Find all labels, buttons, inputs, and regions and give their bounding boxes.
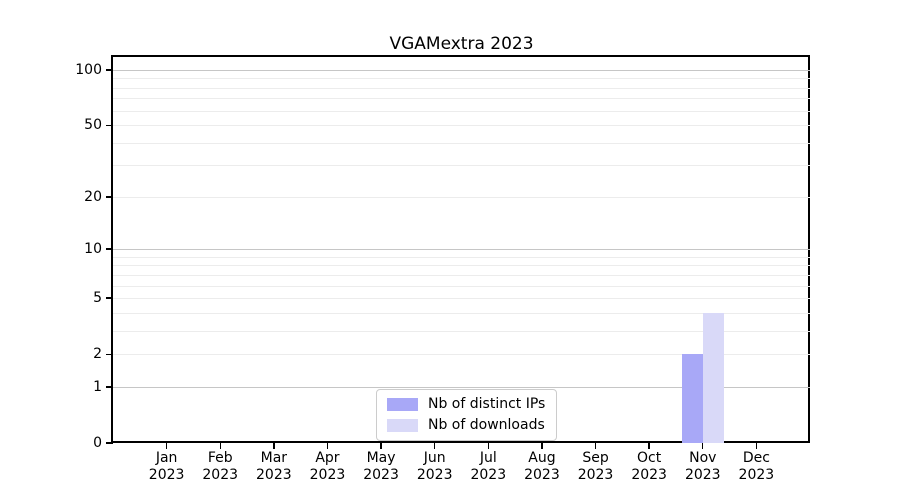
gridline-minor (113, 354, 810, 356)
gridline-minor (113, 298, 810, 300)
gridline-minor (113, 285, 810, 287)
legend-item-distinct-ips: Nb of distinct IPs (387, 396, 545, 413)
legend-swatch-downloads (387, 419, 418, 432)
bar-distinct-ips (681, 354, 703, 443)
x-tick-mark (433, 443, 436, 449)
y-tick-label: 1 (93, 378, 102, 395)
plot-area: Nb of distinct IPs Nb of downloads 0 1 2 5 1… (75, 57, 810, 483)
x-tick-mark (755, 443, 758, 449)
x-tick-label: Mar 2023 (256, 450, 292, 483)
gridline-minor (113, 87, 810, 89)
gridline-minor (113, 142, 810, 144)
y-tick-mark (106, 196, 113, 198)
x-tick-label: Jun 2023 (416, 450, 453, 483)
gridline-minor (113, 78, 810, 80)
x-tick-mark (326, 443, 329, 449)
y-tick-mark (106, 297, 113, 299)
gridline-minor (113, 330, 810, 332)
legend-swatch-distinct-ips (387, 398, 418, 411)
x-tick-mark (648, 443, 650, 449)
gridline-minor (113, 125, 810, 127)
gridline-minor (113, 256, 810, 258)
x-tick-mark (165, 443, 168, 449)
y-tick-mark (106, 248, 113, 250)
x-tick-label: Oct 2023 (631, 450, 667, 483)
gridline-minor (113, 110, 810, 112)
x-tick-mark (594, 443, 597, 449)
x-tick-mark (219, 443, 221, 449)
y-tick-mark (106, 442, 113, 444)
y-tick-label: 100 (75, 61, 102, 78)
chart-title: VGAMextra 2023 (389, 34, 534, 54)
x-tick-mark (702, 443, 704, 449)
x-tick-mark (273, 443, 275, 449)
x-tick-label: Aug 2023 (524, 450, 560, 483)
gridline-major (113, 249, 810, 251)
y-tick-label: 50 (84, 117, 102, 134)
gridline-minor (113, 98, 810, 100)
legend-label-downloads: Nb of downloads (428, 417, 545, 433)
gridline-minor (113, 312, 810, 314)
gridline-major (113, 69, 810, 71)
gridline-major (113, 386, 810, 388)
y-tick-label: 10 (84, 241, 102, 258)
x-tick-label: May 2023 (363, 450, 399, 483)
gridline-minor (113, 265, 810, 267)
gridline-minor (113, 274, 810, 276)
x-tick-label: Jul 2023 (470, 450, 507, 483)
gridline-minor (113, 196, 810, 198)
bar-downloads (702, 312, 724, 443)
y-tick-mark (106, 69, 113, 71)
y-tick-mark (106, 386, 113, 388)
x-tick-mark (380, 443, 382, 449)
legend-item-downloads: Nb of downloads (387, 417, 545, 434)
gridline-minor (113, 165, 810, 167)
x-tick-label: Sep 2023 (577, 450, 614, 483)
y-tick-mark (106, 353, 113, 355)
y-tick-label: 20 (84, 188, 102, 205)
y-tick-mark (106, 124, 113, 126)
x-tick-label: Apr 2023 (309, 450, 346, 483)
y-tick-label: 5 (93, 290, 102, 307)
x-tick-label: Nov 2023 (684, 450, 721, 483)
legend-label-distinct-ips: Nb of distinct IPs (428, 396, 546, 412)
legend: Nb of distinct IPs Nb of downloads (376, 389, 558, 441)
x-tick-label: Dec 2023 (738, 450, 775, 483)
x-tick-label: Feb 2023 (202, 450, 239, 483)
x-tick-label: Jan 2023 (148, 450, 185, 483)
x-tick-mark (541, 443, 543, 449)
x-tick-mark (487, 443, 489, 449)
y-tick-label: 0 (93, 435, 102, 451)
y-tick-label: 2 (93, 346, 102, 363)
